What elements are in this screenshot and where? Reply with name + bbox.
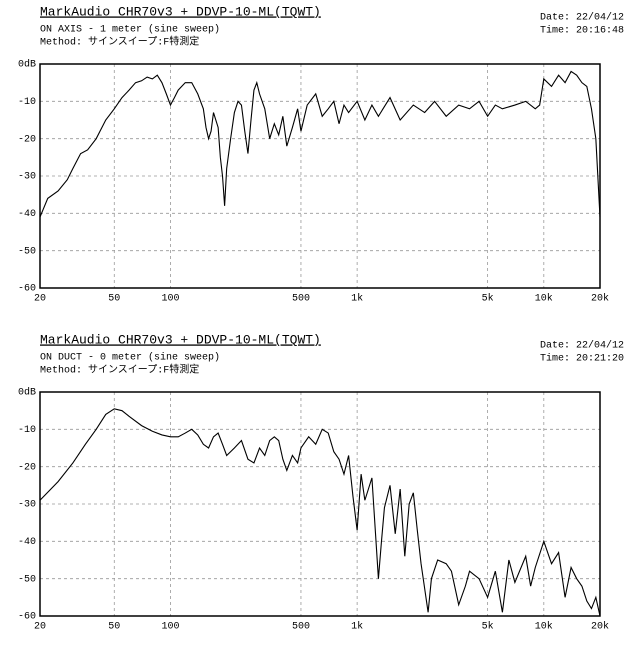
y-tick-label: -10 [18, 425, 36, 436]
x-tick-label: 10k [535, 293, 553, 305]
response-line [39, 408, 601, 617]
time: Time: 20:21:20 [540, 353, 624, 365]
chart-title: MarkAudio CHR70v3 + DDVP-10-ML(TQWT) [40, 332, 321, 347]
y-tick-label: 0dB [18, 387, 36, 399]
x-tick-label: 50 [108, 622, 120, 633]
x-tick-label: 20k [591, 621, 609, 633]
date: Date: 22/04/12 [540, 12, 624, 24]
x-tick-label: 10k [535, 621, 553, 633]
plot-frame [39, 63, 601, 289]
y-tick-label: 0dB [18, 59, 36, 71]
y-tick-label: -20 [18, 462, 36, 473]
x-tick-label: 500 [292, 622, 310, 633]
x-tick-label: 5k [482, 621, 494, 633]
y-tick-label: -40 [18, 209, 36, 220]
x-tick-label: 50 [108, 294, 120, 305]
y-tick-label: -50 [18, 574, 36, 585]
x-tick-label: 20k [591, 293, 609, 305]
subtitle: ON DUCT - 0 meter (sine sweep) [40, 352, 220, 364]
chart: MarkAudio CHR70v3 + DDVP-10-ML(TQWT) ON D… [18, 332, 624, 632]
x-tick-label: 100 [161, 294, 179, 305]
method: Method: サインスイープ:F特測定 [40, 363, 199, 377]
y-tick-label: -60 [18, 612, 36, 623]
x-tick-label: 1k [351, 621, 363, 633]
date: Date: 22/04/12 [540, 340, 624, 352]
y-tick-label: -50 [18, 246, 36, 257]
x-tick-label: 500 [292, 294, 310, 305]
y-tick-label: -60 [18, 284, 36, 295]
response-line [39, 70, 601, 218]
chart: MarkAudio CHR70v3 + DDVP-10-ML(TQWT) ON A… [18, 4, 624, 304]
x-tick-label: 100 [161, 622, 179, 633]
y-tick-label: -40 [18, 537, 36, 548]
x-tick-label: 20 [34, 294, 46, 305]
chart-title: MarkAudio CHR70v3 + DDVP-10-ML(TQWT) [40, 4, 321, 19]
method: Method: サインスイープ:F特測定 [40, 35, 199, 49]
y-tick-label: -10 [18, 97, 36, 108]
x-tick-label: 1k [351, 293, 363, 305]
y-tick-label: -20 [18, 134, 36, 145]
plot-frame [39, 391, 601, 617]
y-tick-label: -30 [18, 172, 36, 183]
x-tick-label: 20 [34, 622, 46, 633]
subtitle: ON AXIS - 1 meter (sine sweep) [40, 24, 220, 36]
y-tick-label: -30 [18, 500, 36, 511]
x-tick-label: 5k [482, 293, 494, 305]
time: Time: 20:16:48 [540, 25, 624, 37]
